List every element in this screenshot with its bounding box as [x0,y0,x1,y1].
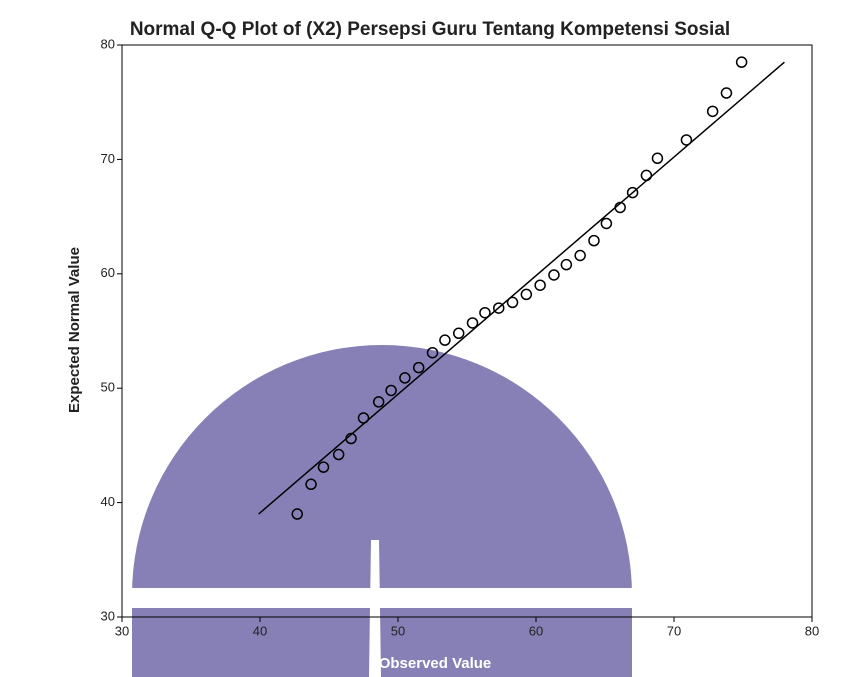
data-point [317,461,330,473]
data-point [560,258,573,271]
x-tick-label: 80 [805,623,819,638]
x-tick-label: 60 [529,623,543,638]
data-point [520,288,533,301]
data-point [412,361,425,374]
data-point [372,396,385,408]
y-tick-label: 80 [101,36,115,51]
data-point [735,56,748,68]
y-tick-label: 70 [101,151,115,166]
data-point [357,412,370,424]
data-point [706,105,719,118]
watermark [120,345,650,677]
data-point [506,296,519,309]
data-point [626,186,639,199]
data-point [720,87,733,99]
data-point [479,306,491,319]
data-point [680,134,693,146]
data-point [640,169,653,182]
x-axis-label: Observed Value [379,655,492,672]
x-tick-label: 30 [115,623,129,638]
chart-title: Normal Q-Q Plot of (X2) Persepsi Guru Te… [130,19,730,40]
data-point [600,217,613,230]
data-point [332,448,345,461]
x-tick-label: 70 [667,623,681,638]
data-point [452,327,465,340]
data-point [574,249,586,262]
data-point [651,152,664,165]
y-tick-label: 30 [101,608,115,623]
data-point [466,317,479,329]
data-point [399,372,411,384]
x-tick-label: 40 [253,623,267,638]
plot-frame [121,44,813,618]
data-point [588,234,600,247]
y-axis-label: Expected Normal Value [66,247,83,413]
data-point [426,346,439,359]
data-point [548,269,560,281]
data-point [534,279,546,291]
data-point [439,334,451,346]
x-tick-label: 50 [391,623,405,638]
data-point [305,478,317,491]
y-tick-label: 60 [101,265,115,280]
y-tick-label: 50 [101,380,115,395]
y-tick-label: 40 [101,494,115,509]
data-point [345,432,357,445]
data-point [385,384,397,397]
data-point [614,201,626,214]
data-point [492,302,505,314]
data-point [291,508,304,520]
